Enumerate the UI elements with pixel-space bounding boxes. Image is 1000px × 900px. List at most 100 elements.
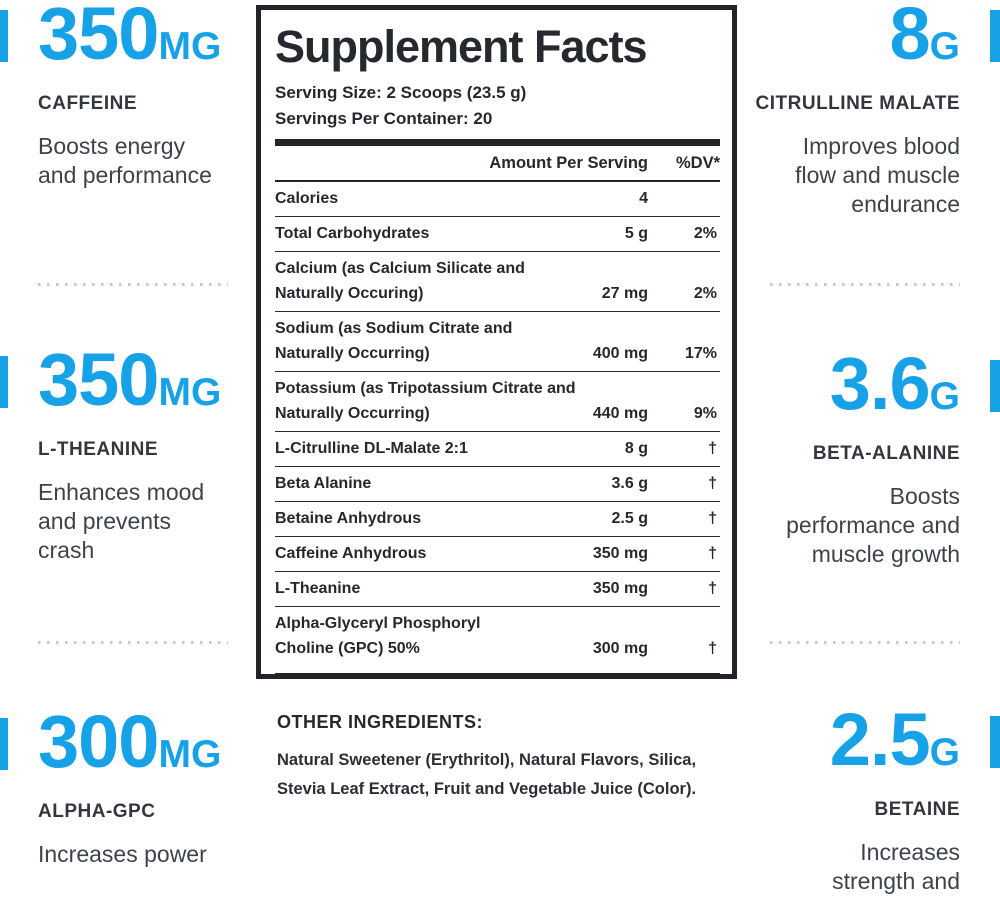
callout-betaine: 2.5G BETAINE Increases strength and musc… xyxy=(755,703,1000,900)
nutrient-amount: 4 xyxy=(639,190,648,207)
ingredient-description: Increases power xyxy=(38,841,207,867)
amount-unit: G xyxy=(929,375,960,418)
callout-citrulline-malate: 8G CITRULLINE MALATE Improves blood flow… xyxy=(755,0,1000,219)
callout-amount: 350MG xyxy=(38,0,245,79)
nutrient-amount: 5 g xyxy=(624,225,648,242)
callout-amount: 2.5G xyxy=(755,703,960,785)
nutrient-name: Calories xyxy=(275,190,339,207)
facts-row: Total Carbohydrates 5 g 2% xyxy=(275,216,720,251)
accent-bar xyxy=(0,356,8,408)
nutrient-daily-value: † xyxy=(708,580,717,597)
facts-table-header: Amount Per Serving %DV* xyxy=(275,146,720,182)
thick-separator xyxy=(275,139,720,146)
daily-value-header: %DV* xyxy=(675,154,720,172)
nutrient-name: Caffeine Anhydrous xyxy=(275,545,427,562)
facts-rows: Calories 4 Total Carbohydrates 5 g 2% Ca… xyxy=(275,182,720,666)
accent-bar xyxy=(990,10,1000,62)
callout-amount: 8G xyxy=(755,0,961,79)
facts-row: Calcium (as Calcium Silicate and Natural… xyxy=(275,251,720,311)
nutrient-amount: 300 mg xyxy=(592,640,648,657)
nutrient-daily-value: † xyxy=(708,440,717,457)
callout-amount: 3.6G xyxy=(755,347,960,429)
accent-bar xyxy=(0,718,8,770)
callout-l-theanine: 350MG L-THEANINE Enhances mood and preve… xyxy=(0,343,245,565)
nutrient-name: Total Carbohydrates xyxy=(275,225,430,242)
dotted-divider xyxy=(38,283,228,286)
amount-unit: MG xyxy=(158,371,222,414)
ingredient-description: Enhances mood and prevents crash xyxy=(38,479,205,563)
nutrient-daily-value: 2% xyxy=(693,225,717,242)
facts-row: Alpha-Glyceryl Phosphoryl Choline (GPC) … xyxy=(275,606,720,666)
facts-row: Beta Alanine 3.6 g † xyxy=(275,466,720,501)
ingredient-name: BETAINE xyxy=(874,799,960,820)
amount-value: 8 xyxy=(889,0,931,75)
dotted-divider xyxy=(770,641,960,644)
amount-unit: G xyxy=(929,25,960,68)
nutrient-daily-value: † xyxy=(708,510,717,527)
ingredient-name: L-THEANINE xyxy=(38,439,159,460)
callout-amount: 350MG xyxy=(38,343,245,425)
nutrient-amount: 440 mg xyxy=(592,405,648,422)
accent-bar xyxy=(990,716,1000,768)
nutrient-daily-value: 17% xyxy=(684,345,717,362)
callout-alpha-gpc: 300MG ALPHA-GPC Increases power xyxy=(0,705,245,869)
facts-row: Sodium (as Sodium Citrate and Naturally … xyxy=(275,311,720,371)
amount-value: 350 xyxy=(38,338,159,421)
nutrient-amount: 27 mg xyxy=(601,285,648,302)
amount-unit: MG xyxy=(158,733,222,776)
ingredient-name: CITRULLINE MALATE xyxy=(755,93,960,114)
other-ingredients-text: Natural Sweetener (Erythritol), Natural … xyxy=(277,751,697,798)
nutrient-amount: 2.5 g xyxy=(611,510,648,527)
nutrient-amount: 8 g xyxy=(624,440,648,457)
nutrient-daily-value: 2% xyxy=(693,285,717,302)
supplement-facts-panel: Supplement Facts Serving Size: 2 Scoops … xyxy=(256,5,737,679)
nutrient-amount: 350 mg xyxy=(592,580,648,597)
amount-per-serving-header: Amount Per Serving xyxy=(489,154,648,172)
dotted-divider xyxy=(770,283,960,286)
nutrient-amount: 350 mg xyxy=(592,545,648,562)
callout-amount: 300MG xyxy=(38,705,245,787)
amount-value: 300 xyxy=(38,700,159,783)
ingredient-description: Improves blood flow and muscle endurance xyxy=(795,133,960,217)
facts-row: Potassium (as Tripotassium Citrate and N… xyxy=(275,371,720,431)
ingredient-description: Boosts performance and muscle growth xyxy=(786,483,960,567)
ingredient-name: CAFFEINE xyxy=(38,93,137,114)
nutrient-name: Alpha-Glyceryl Phosphoryl Choline (GPC) … xyxy=(275,615,481,657)
accent-bar xyxy=(990,360,1000,412)
dotted-divider xyxy=(38,641,228,644)
facts-row: L-Citrulline DL-Malate 2:1 8 g † xyxy=(275,431,720,466)
serving-size: Serving Size: 2 Scoops (23.5 g) xyxy=(275,83,527,102)
thick-separator xyxy=(275,673,720,674)
nutrient-name: L-Theanine xyxy=(275,580,361,597)
nutrient-amount: 400 mg xyxy=(592,345,648,362)
nutrient-daily-value: † xyxy=(708,640,717,657)
nutrient-daily-value: † xyxy=(708,545,717,562)
facts-row: Betaine Anhydrous 2.5 g † xyxy=(275,501,720,536)
ingredient-description: Increases strength and muscle endurance xyxy=(772,839,960,900)
other-ingredients-section: OTHER INGREDIENTS: Natural Sweetener (Er… xyxy=(277,712,717,804)
callout-caffeine: 350MG CAFFEINE Boosts energy and perform… xyxy=(0,0,245,190)
nutrient-daily-value: † xyxy=(708,475,717,492)
nutrient-amount: 3.6 g xyxy=(611,475,648,492)
ingredient-name: ALPHA-GPC xyxy=(38,801,156,822)
nutrient-name: Potassium (as Tripotassium Citrate and N… xyxy=(275,380,576,422)
amount-unit: MG xyxy=(158,25,222,68)
accent-bar xyxy=(0,10,8,62)
nutrient-name: Sodium (as Sodium Citrate and Naturally … xyxy=(275,320,513,362)
nutrient-name: L-Citrulline DL-Malate 2:1 xyxy=(275,440,468,457)
ingredient-description: Boosts energy and performance xyxy=(38,133,212,188)
ingredient-name: BETA-ALANINE xyxy=(812,443,960,464)
amount-value: 3.6 xyxy=(829,342,931,425)
other-ingredients-heading: OTHER INGREDIENTS: xyxy=(277,712,484,732)
facts-row: Calories 4 xyxy=(275,182,720,216)
panel-title: Supplement Facts xyxy=(275,21,648,72)
nutrient-name: Beta Alanine xyxy=(275,475,372,492)
servings-per-container: Servings Per Container: 20 xyxy=(275,109,493,128)
amount-value: 2.5 xyxy=(829,698,931,781)
amount-unit: G xyxy=(929,731,960,774)
nutrient-daily-value: 9% xyxy=(693,405,717,422)
facts-row: L-Theanine 350 mg † xyxy=(275,571,720,606)
amount-value: 350 xyxy=(38,0,159,75)
facts-row: Caffeine Anhydrous 350 mg † xyxy=(275,536,720,571)
